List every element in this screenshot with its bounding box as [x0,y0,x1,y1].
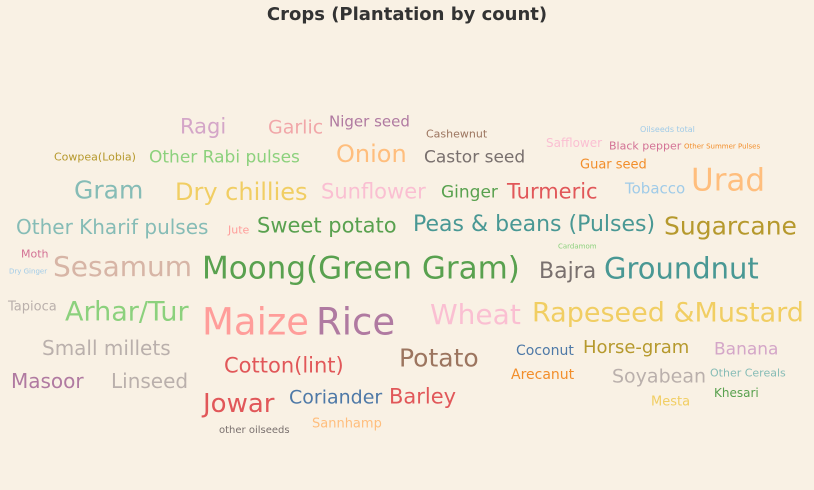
word-cloud-word: Rice [316,300,396,344]
word-cloud-word: Horse-gram [583,337,690,358]
word-cloud-word: other oilseeds [219,425,290,436]
word-cloud-word: Urad [691,162,766,199]
word-cloud-word: Sannhamp [312,416,382,432]
word-cloud-word: Black pepper [609,139,682,153]
word-cloud-word: Castor seed [424,147,526,168]
word-cloud-word: Dry chillies [175,178,308,206]
word-cloud-word: Other Kharif pulses [16,215,209,239]
word-cloud-word: Groundnut [604,251,759,286]
word-cloud-word: Masoor [11,369,84,393]
word-cloud-word: Peas & beans (Pulses) [413,212,656,237]
word-cloud-word: Linseed [111,369,189,393]
word-cloud-word: Coconut [516,343,574,359]
word-cloud-word: Bajra [539,259,597,284]
word-cloud-word: Oilseeds total [640,125,695,134]
word-cloud-word: Cashewnut [426,127,488,141]
word-cloud-word: Turmeric [507,179,598,204]
word-cloud-word: Niger seed [329,112,410,131]
word-cloud-word: Sesamum [53,250,193,283]
word-cloud-word: Cotton(lint) [224,353,344,378]
word-cloud-word: Gram [74,175,144,205]
word-cloud-word: Moth [21,247,49,261]
word-cloud-word: Jowar [203,389,275,419]
word-cloud-word: Moong(Green Gram) [202,250,520,287]
word-cloud-word: Small millets [42,336,171,360]
word-cloud-word: Cardamom [558,242,597,251]
word-cloud-word: Guar seed [580,157,647,173]
word-cloud-word: Rapeseed &Mustard [532,297,804,329]
word-cloud-word: Arecanut [511,367,575,383]
word-cloud-word: Maize [202,300,310,344]
word-cloud-word: Wheat [430,298,521,331]
word-cloud-word: Ragi [180,114,227,139]
word-cloud-word: Tobacco [625,179,686,198]
word-cloud-word: Sunflower [321,179,426,204]
word-cloud-word: Other Summer Pulses [684,142,761,151]
word-cloud-word: Onion [336,140,407,168]
word-cloud-word: Tapioca [8,299,57,315]
word-cloud-word: Sweet potato [257,213,397,238]
word-cloud-word: Garlic [268,116,324,139]
word-cloud-word: Khesari [714,386,759,400]
word-cloud-word: Mesta [651,394,691,410]
word-cloud-word: Other Rabi pulses [149,147,300,168]
word-cloud-word: Dry Ginger [9,267,48,276]
word-cloud-word: Safflower [546,136,603,150]
word-cloud-word: Cowpea(Lobia) [54,150,136,164]
word-cloud-word: Barley [389,384,457,409]
word-cloud-word: Soyabean [612,365,707,388]
word-cloud-word: Sugarcane [664,211,797,241]
chart-title: Crops (Plantation by count) [266,4,548,25]
word-cloud-word: Other Cereals [710,366,786,380]
word-cloud-word: Potato [399,343,479,373]
word-cloud-word: Jute [228,223,250,237]
word-cloud-word: Coriander [289,386,383,409]
word-cloud-word: Banana [714,339,779,360]
word-cloud-word: Arhar/Tur [65,296,189,328]
word-cloud-word: Ginger [441,182,498,203]
